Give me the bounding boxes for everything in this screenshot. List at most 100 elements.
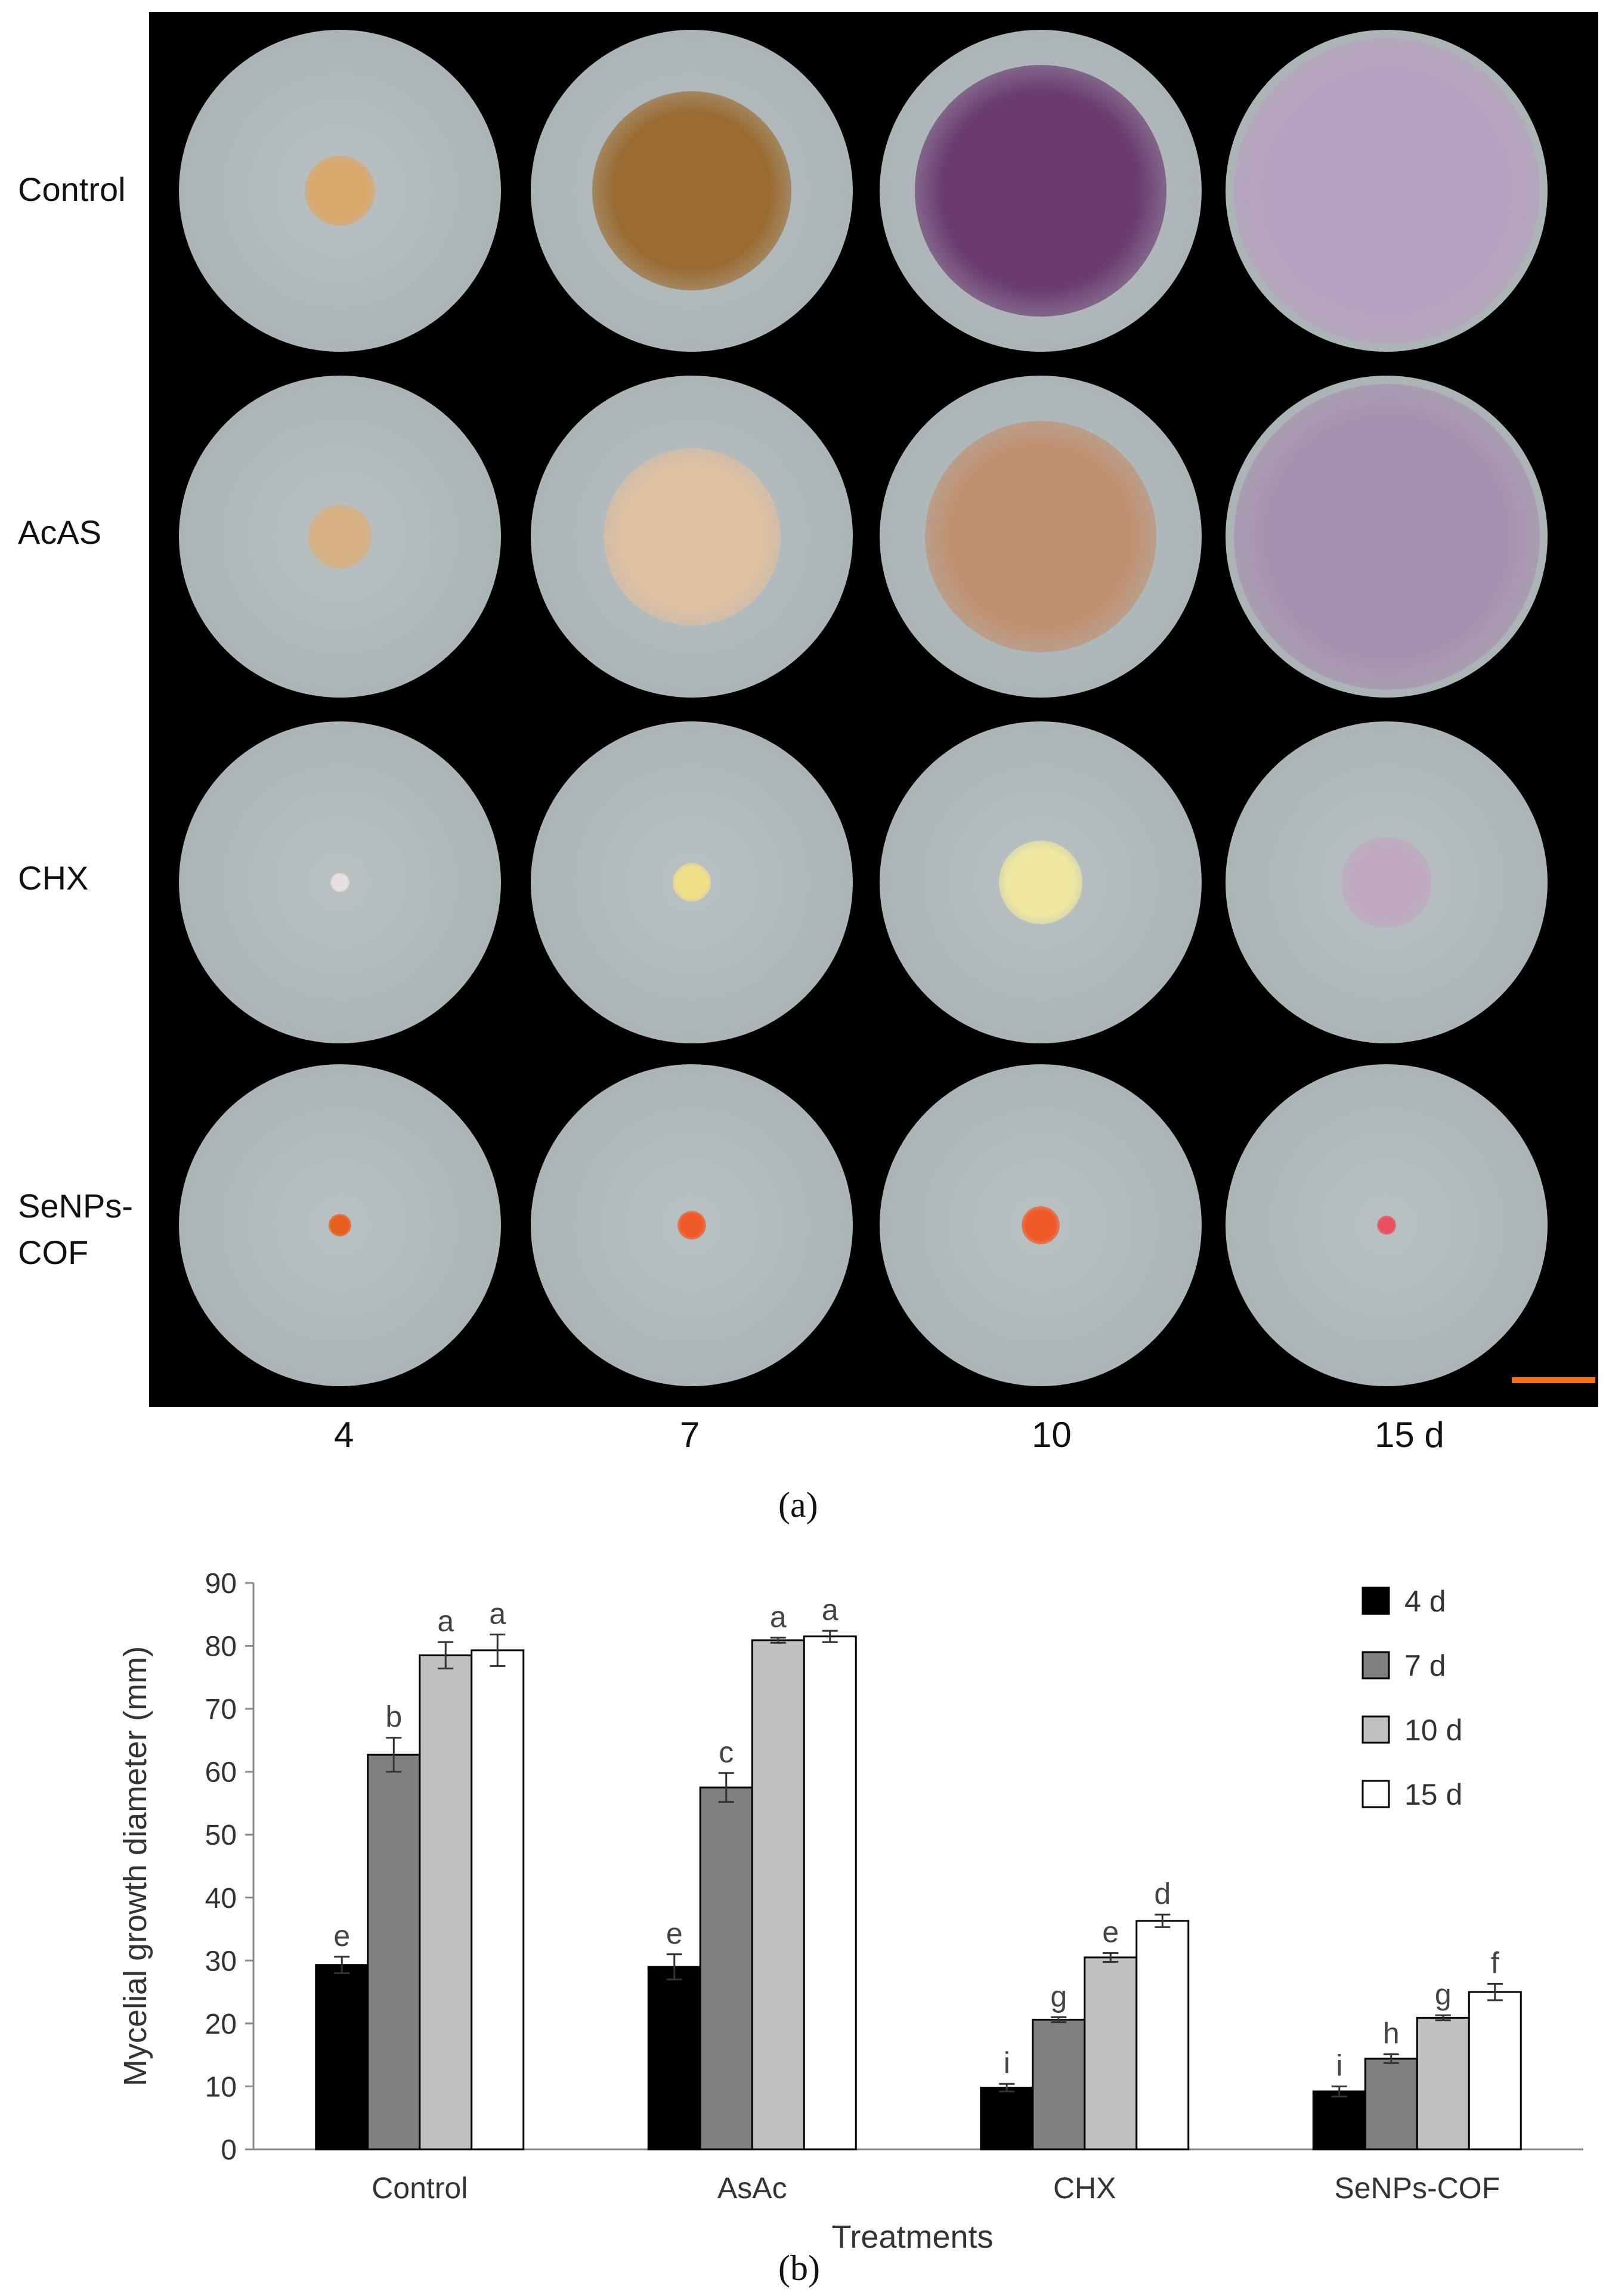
petri-dish-photo-panel: [149, 12, 1598, 1407]
bar: [471, 1649, 525, 2151]
fungal-colony: [998, 840, 1083, 925]
petri-dish: [531, 1064, 853, 1386]
fungal-colony: [672, 863, 711, 902]
bar: [367, 1753, 421, 2151]
petri-dish: [880, 30, 1202, 352]
y-tick-label: 50: [205, 1820, 237, 1851]
col-label-4: 4: [334, 1415, 354, 1455]
significance-letter: f: [1491, 1946, 1499, 1979]
significance-letter: e: [333, 1919, 350, 1953]
bar: [1084, 1956, 1138, 2151]
petri-dish: [880, 376, 1202, 698]
bar-chart: 0 10 20 30 40 50 60 70 80 90 Mycelial growth diame…: [117, 1568, 1583, 2255]
significance-letter: i: [1336, 2049, 1342, 2082]
fungal-colony: [330, 872, 350, 893]
legend-label: 4 d: [1404, 1585, 1446, 1618]
legend-label: 7 d: [1404, 1649, 1446, 1683]
y-tick-label: 20: [205, 2009, 237, 2040]
significance-letter: e: [666, 1917, 683, 1950]
x-axis-title: Treatments: [831, 2219, 993, 2255]
significance-letter: g: [1435, 1978, 1452, 2011]
significance-letter: b: [385, 1700, 402, 1734]
row-label-acas: AcAS: [18, 513, 102, 551]
bar: [1032, 2019, 1086, 2151]
fungal-colony: [304, 155, 376, 227]
bar: [1312, 2090, 1366, 2151]
bar: [419, 1654, 473, 2151]
x-tick-label: CHX: [1053, 2171, 1116, 2205]
significance-letter: a: [770, 1600, 787, 1634]
petri-dish: [179, 30, 501, 352]
scale-bar: [1512, 1377, 1595, 1383]
petri-dish: [179, 376, 501, 698]
petri-dish: [179, 721, 501, 1043]
bar: [980, 2087, 1034, 2151]
y-axis-title: Mycelial growth diameter (mm): [117, 1646, 153, 2086]
y-tick-label: 60: [205, 1757, 237, 1789]
bar: [803, 1635, 857, 2151]
y-tick-label: 40: [205, 1883, 237, 1914]
legend-swatch: [1362, 1780, 1390, 1808]
petri-dish: [880, 1064, 1202, 1386]
legend-label: 10 d: [1404, 1714, 1462, 1747]
fungal-colony: [1021, 1206, 1060, 1245]
petri-dish: [1226, 30, 1548, 352]
bar: [647, 1966, 701, 2151]
bar: [751, 1639, 805, 2151]
caption-b: (b): [778, 2248, 820, 2288]
row-label-cof: COF: [18, 1234, 89, 1271]
y-tick-label: 80: [205, 1631, 237, 1663]
significance-letter: i: [1004, 2046, 1010, 2080]
legend-swatch: [1362, 1715, 1390, 1744]
row-label-control: Control: [18, 171, 126, 208]
petri-dish: [1226, 1064, 1548, 1386]
significance-letter: a: [437, 1604, 454, 1638]
y-tick-label: 0: [221, 2134, 237, 2166]
fungal-colony: [1233, 38, 1540, 344]
col-label-10: 10: [1032, 1415, 1072, 1455]
y-tick-label: 30: [205, 1945, 237, 1977]
bar: [315, 1964, 369, 2151]
significance-letter: a: [822, 1593, 838, 1626]
fungal-colony: [924, 420, 1157, 653]
x-tick-label: AsAc: [717, 2171, 787, 2205]
fungal-colony: [1233, 383, 1540, 690]
petri-dish: [1226, 721, 1548, 1043]
petri-dish: [531, 721, 853, 1043]
bar: [1364, 2058, 1418, 2151]
fungal-colony: [915, 65, 1166, 317]
significance-letter: h: [1383, 2017, 1400, 2050]
bar: [1416, 2016, 1470, 2151]
row-label-chx: CHX: [18, 859, 89, 897]
x-tick-label: SeNPs-COF: [1334, 2171, 1500, 2205]
x-tick-label: Control: [372, 2171, 468, 2205]
fungal-colony: [1376, 1215, 1397, 1235]
fungal-colony: [1341, 837, 1432, 928]
row-label-senps: SeNPs-: [18, 1187, 133, 1225]
petri-dish: [531, 376, 853, 698]
significance-letter: d: [1154, 1877, 1171, 1910]
petri-dish: [1226, 376, 1548, 698]
petri-dish: [531, 30, 853, 352]
col-label-15d: 15 d: [1375, 1415, 1444, 1455]
y-tick-label: 10: [205, 2071, 237, 2103]
caption-a: (a): [778, 1485, 818, 1525]
fungal-colony: [592, 91, 792, 291]
legend-swatch: [1362, 1651, 1390, 1680]
legend-swatch: [1362, 1587, 1390, 1615]
y-tick-label: 90: [205, 1568, 237, 1600]
significance-letter: g: [1050, 1979, 1067, 2013]
petri-dish: [179, 1064, 501, 1386]
fungal-colony: [329, 1214, 351, 1237]
significance-letter: c: [719, 1736, 734, 1769]
col-label-7: 7: [680, 1415, 700, 1455]
fungal-colony: [677, 1210, 707, 1240]
legend-label: 15 d: [1404, 1778, 1462, 1811]
bar: [699, 1786, 753, 2151]
fungal-colony: [308, 504, 372, 569]
fungal-colony: [603, 448, 781, 625]
bar: [1135, 1920, 1190, 2151]
significance-letter: a: [489, 1597, 506, 1631]
petri-dish: [880, 721, 1202, 1043]
bar: [1468, 1991, 1522, 2151]
